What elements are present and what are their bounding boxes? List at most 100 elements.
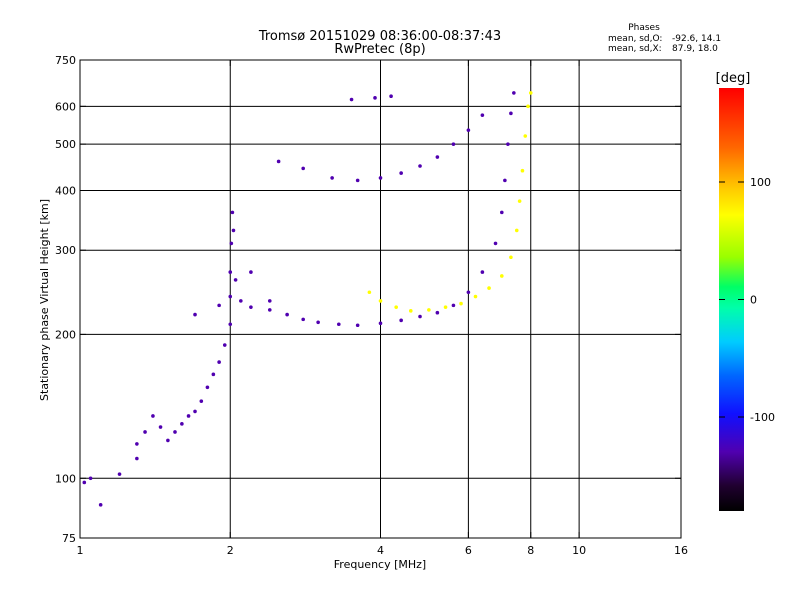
data-point xyxy=(487,286,491,290)
data-point xyxy=(514,228,519,233)
chart-title: Tromsø 20151029 08:36:00-08:37:43 xyxy=(258,29,501,44)
data-point xyxy=(480,270,485,274)
data-point xyxy=(373,96,377,100)
data-point xyxy=(205,385,210,390)
y-tick-label: 750 xyxy=(55,54,76,67)
x-tick-labels: 1 2 4 6 8 10 16 xyxy=(77,544,689,557)
data-point xyxy=(249,305,253,309)
data-point xyxy=(222,343,227,347)
data-point xyxy=(199,399,204,403)
data-point xyxy=(98,503,103,507)
data-points xyxy=(82,91,533,507)
data-point xyxy=(451,142,456,146)
grid xyxy=(80,60,681,538)
data-point xyxy=(228,322,233,327)
y-tick-labels: 75 100 200 300 400 500 600 750 xyxy=(55,54,76,545)
data-point xyxy=(135,456,139,461)
data-point xyxy=(249,270,253,274)
data-point xyxy=(378,176,383,180)
x-axis-label: Frequency [MHz] xyxy=(334,558,426,571)
phases-x-label: mean, sd,X: xyxy=(608,44,662,54)
data-point xyxy=(301,166,305,171)
colorbar-ticks: 100 0 -100 xyxy=(719,176,775,424)
data-point xyxy=(378,299,383,303)
x-tick-label: 10 xyxy=(572,544,586,557)
data-point xyxy=(523,134,528,138)
data-point xyxy=(217,360,221,364)
phases-o-values: -92.6, 14.1 xyxy=(672,34,721,44)
data-point xyxy=(276,159,281,164)
data-point xyxy=(509,255,513,260)
data-point xyxy=(211,372,216,377)
data-point xyxy=(520,168,525,173)
x-tick-label: 6 xyxy=(465,544,472,557)
axis-ticks xyxy=(79,59,682,539)
data-point xyxy=(517,199,522,203)
data-point xyxy=(394,305,398,309)
data-point xyxy=(509,111,513,116)
data-point xyxy=(500,210,504,215)
data-point xyxy=(435,310,440,315)
data-point xyxy=(173,430,177,434)
data-point xyxy=(528,91,533,95)
data-point xyxy=(500,274,504,278)
data-point xyxy=(451,303,456,308)
data-point xyxy=(228,270,233,274)
data-point xyxy=(418,164,422,168)
data-point xyxy=(301,317,305,322)
data-point xyxy=(355,323,360,328)
data-point xyxy=(330,176,334,180)
data-point xyxy=(418,314,422,319)
data-point xyxy=(217,303,221,308)
x-tick-label: 8 xyxy=(527,544,534,557)
data-point xyxy=(316,320,320,325)
data-point xyxy=(473,294,478,299)
data-point xyxy=(503,178,507,183)
y-tick-label: 600 xyxy=(55,100,76,113)
x-tick-label: 4 xyxy=(377,544,384,557)
colorbar-tick-label: -100 xyxy=(750,411,775,424)
data-point xyxy=(378,321,383,326)
data-point xyxy=(399,171,403,175)
data-point xyxy=(267,308,272,312)
data-point xyxy=(233,278,238,282)
data-point xyxy=(493,241,498,246)
phases-o-label: mean, sd,O: xyxy=(608,34,662,44)
phases-x-values: 87.9, 18.0 xyxy=(672,44,718,54)
y-tick-label: 400 xyxy=(55,184,76,197)
data-point xyxy=(180,422,184,426)
data-point xyxy=(355,178,360,183)
data-point xyxy=(435,155,440,159)
data-point xyxy=(466,290,471,295)
data-point xyxy=(231,228,236,233)
data-point xyxy=(193,312,197,317)
y-tick-label: 500 xyxy=(55,138,76,151)
phases-heading: Phases xyxy=(628,23,660,33)
data-point xyxy=(512,91,516,95)
data-point xyxy=(158,425,163,429)
data-point xyxy=(117,472,122,476)
data-point xyxy=(82,480,87,485)
data-point xyxy=(88,476,93,481)
data-point xyxy=(389,94,393,98)
y-tick-label: 200 xyxy=(55,328,76,341)
colorbar-unit-label: [deg] xyxy=(716,71,751,86)
chart-subtitle: RwPretec (8p) xyxy=(334,42,425,57)
x-tick-label: 2 xyxy=(227,544,234,557)
colorbar-tick-label: 100 xyxy=(750,176,771,189)
data-point xyxy=(143,430,147,434)
data-point xyxy=(480,113,485,117)
data-point xyxy=(526,104,530,109)
data-point xyxy=(349,97,354,102)
data-point xyxy=(228,294,233,299)
y-axis-label: Stationary phase Virtual Height [km] xyxy=(38,199,51,401)
data-point xyxy=(506,142,510,146)
x-tick-label: 16 xyxy=(674,544,688,557)
x-tick-label: 1 xyxy=(77,544,84,557)
data-point xyxy=(151,414,155,418)
data-point xyxy=(466,128,471,132)
data-point xyxy=(193,409,197,414)
data-point xyxy=(399,318,403,323)
data-point xyxy=(443,305,448,309)
